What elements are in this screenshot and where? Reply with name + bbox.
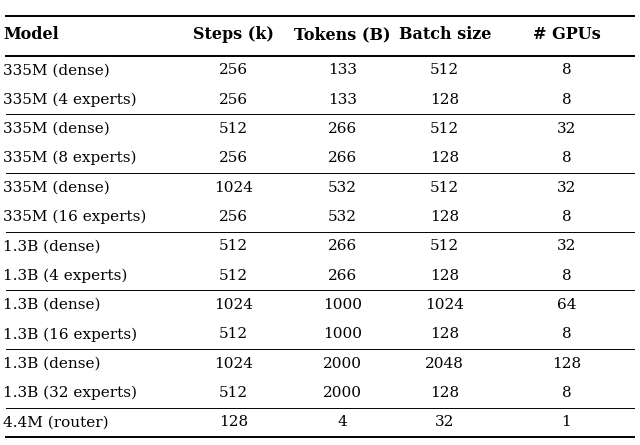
Text: 512: 512: [430, 63, 460, 77]
Text: 256: 256: [219, 63, 248, 77]
Text: Tokens (B): Tokens (B): [294, 26, 390, 43]
Text: 1000: 1000: [323, 298, 362, 312]
Text: 532: 532: [328, 210, 357, 224]
Text: 1.3B (dense): 1.3B (dense): [3, 239, 100, 253]
Text: 512: 512: [219, 328, 248, 341]
Text: 335M (16 experts): 335M (16 experts): [3, 210, 147, 224]
Text: 2000: 2000: [323, 356, 362, 371]
Text: 8: 8: [561, 328, 572, 341]
Text: # GPUs: # GPUs: [532, 26, 600, 43]
Text: 128: 128: [430, 269, 460, 283]
Text: 1.3B (16 experts): 1.3B (16 experts): [3, 327, 138, 341]
Text: 128: 128: [430, 151, 460, 165]
Text: 8: 8: [561, 151, 572, 165]
Text: 1000: 1000: [323, 328, 362, 341]
Text: 32: 32: [557, 122, 576, 136]
Text: 8: 8: [561, 386, 572, 400]
Text: 1024: 1024: [214, 181, 253, 194]
Text: 512: 512: [430, 239, 460, 253]
Text: 1.3B (4 experts): 1.3B (4 experts): [3, 268, 127, 283]
Text: 128: 128: [430, 210, 460, 224]
Text: 335M (4 experts): 335M (4 experts): [3, 93, 137, 107]
Text: 1.3B (dense): 1.3B (dense): [3, 356, 100, 371]
Text: 8: 8: [561, 269, 572, 283]
Text: 266: 266: [328, 239, 357, 253]
Text: 266: 266: [328, 151, 357, 165]
Text: 128: 128: [430, 386, 460, 400]
Text: Batch size: Batch size: [399, 26, 491, 43]
Text: 335M (dense): 335M (dense): [3, 181, 110, 194]
Text: 2000: 2000: [323, 386, 362, 400]
Text: 512: 512: [219, 269, 248, 283]
Text: 64: 64: [557, 298, 576, 312]
Text: 1.3B (32 experts): 1.3B (32 experts): [3, 386, 137, 400]
Text: 133: 133: [328, 93, 357, 107]
Text: 128: 128: [552, 356, 581, 371]
Text: 335M (dense): 335M (dense): [3, 122, 110, 136]
Text: 2048: 2048: [426, 356, 464, 371]
Text: 8: 8: [561, 93, 572, 107]
Text: 532: 532: [328, 181, 357, 194]
Text: 1024: 1024: [426, 298, 464, 312]
Text: Steps (k): Steps (k): [193, 26, 274, 43]
Text: 256: 256: [219, 210, 248, 224]
Text: 4.4M (router): 4.4M (router): [3, 415, 109, 429]
Text: 8: 8: [561, 210, 572, 224]
Text: 32: 32: [557, 181, 576, 194]
Text: 1: 1: [561, 415, 572, 429]
Text: 1024: 1024: [214, 298, 253, 312]
Text: 266: 266: [328, 122, 357, 136]
Text: 512: 512: [430, 122, 460, 136]
Text: 256: 256: [219, 151, 248, 165]
Text: 1.3B (dense): 1.3B (dense): [3, 298, 100, 312]
Text: 128: 128: [430, 328, 460, 341]
Text: 512: 512: [219, 239, 248, 253]
Text: 256: 256: [219, 93, 248, 107]
Text: 32: 32: [435, 415, 454, 429]
Text: 1024: 1024: [214, 356, 253, 371]
Text: Model: Model: [3, 26, 59, 43]
Text: 8: 8: [561, 63, 572, 77]
Text: 4: 4: [337, 415, 348, 429]
Text: 512: 512: [430, 181, 460, 194]
Text: 128: 128: [219, 415, 248, 429]
Text: 512: 512: [219, 386, 248, 400]
Text: 128: 128: [430, 93, 460, 107]
Text: 512: 512: [219, 122, 248, 136]
Text: 335M (dense): 335M (dense): [3, 63, 110, 77]
Text: 335M (8 experts): 335M (8 experts): [3, 151, 137, 166]
Text: 266: 266: [328, 269, 357, 283]
Text: 32: 32: [557, 239, 576, 253]
Text: 133: 133: [328, 63, 357, 77]
